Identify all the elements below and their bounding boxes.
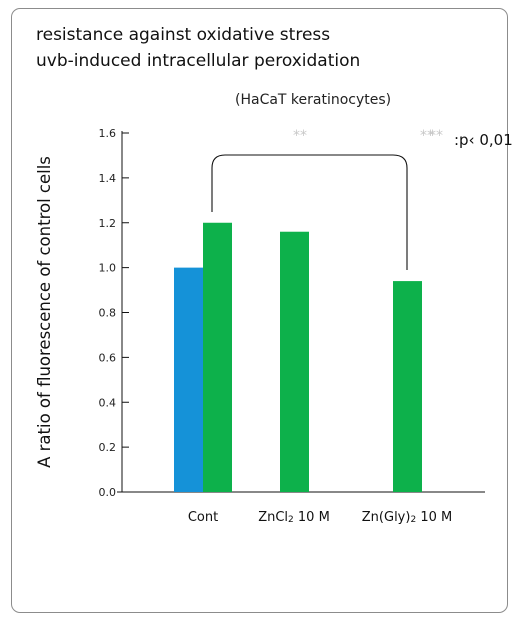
chart-title-line-1: resistance against oxidative stress <box>36 25 330 45</box>
y-tick-label: 0.0 <box>99 486 117 499</box>
y-tick-label: 1.0 <box>99 262 117 275</box>
bar <box>280 231 309 492</box>
chart-title-line-2: uvb-induced intracellular peroxidation <box>36 51 360 71</box>
x-axis-labels: Cont ZnCl2 10 M Zn(Gly)2 10 M <box>188 510 452 525</box>
y-tick-label: 0.6 <box>99 351 117 364</box>
chart-subtitle: (HaCaT keratinocytes) <box>235 92 391 108</box>
bar <box>393 281 422 492</box>
significance-stars-1: ** <box>293 128 307 144</box>
x-category-label: Zn(Gly)2 10 M <box>362 510 452 525</box>
bars <box>174 222 422 492</box>
chart-panel <box>11 8 508 613</box>
x-category-label: Cont <box>188 510 218 525</box>
x-category-label: ZnCl2 10 M <box>258 510 330 525</box>
significance-stars-2: ** <box>429 128 443 144</box>
y-tick-label: 0.2 <box>99 441 117 454</box>
significance-bracket <box>211 154 408 270</box>
bar <box>174 267 203 492</box>
y-tick-label: 0.8 <box>99 307 117 320</box>
significance-legend-text: :p‹ 0,01 <box>454 131 513 149</box>
y-tick-label: 1.4 <box>99 172 117 185</box>
y-tick-label: 1.2 <box>99 217 117 230</box>
y-tick-label: 0.4 <box>99 396 117 409</box>
y-tick-label: 1.6 <box>99 127 117 140</box>
bar <box>203 222 232 492</box>
y-axis-label: A ratio of fluorescence of control cells <box>35 156 54 468</box>
significance-legend-stars: ** <box>420 128 434 144</box>
